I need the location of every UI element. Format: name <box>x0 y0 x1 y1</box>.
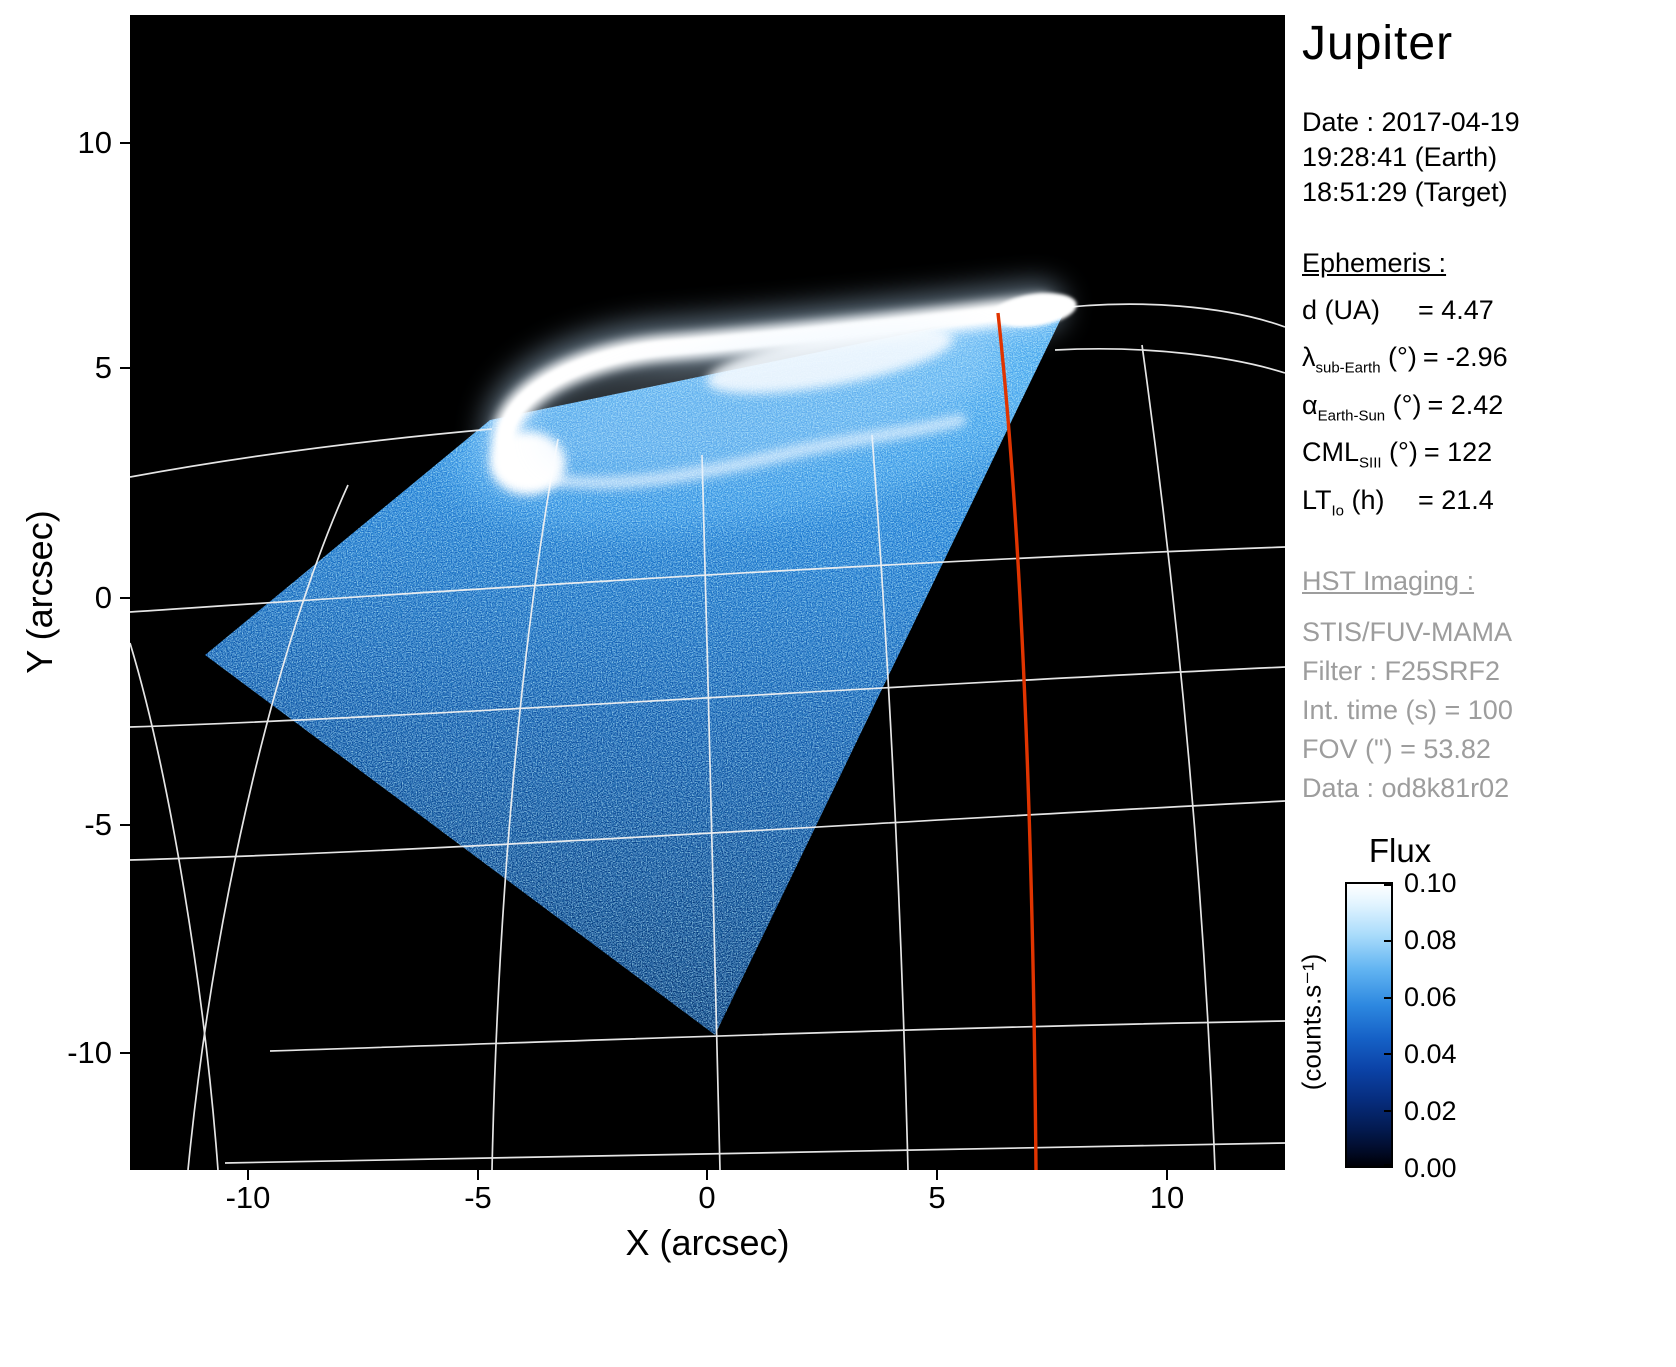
x-axis-label: X (arcsec) <box>625 1222 790 1263</box>
x-axis-tick <box>247 1170 249 1180</box>
colorbar-tick-label: 0.00 <box>1404 1153 1457 1183</box>
y-tick-label: -10 <box>67 1035 112 1070</box>
observation-time-target: 18:51:29 (Target) <box>1302 177 1508 207</box>
ephemeris-block: Ephemeris : d (UA) = 4.47 λsub-Earth (°)… <box>1302 210 1672 519</box>
flux-colorbar-section: Flux (counts.s⁻¹) 0.10 0.08 0.06 0.04 0.… <box>1297 832 1672 1192</box>
y-tick-label: -5 <box>84 807 112 842</box>
y-axis-tick <box>120 824 130 826</box>
sky-image-plot <box>130 15 1285 1170</box>
y-tick-label: 5 <box>94 350 112 385</box>
x-tick-label: 10 <box>1149 1180 1185 1215</box>
colorbar-tick-label: 0.04 <box>1404 1039 1457 1069</box>
ephemeris-row-phase-angle: αEarth-Sun (°) = 2.42 <box>1302 389 1504 425</box>
flux-colorbar <box>1345 882 1393 1168</box>
colorbar-tick <box>1384 1164 1391 1166</box>
y-axis-label: Y (arcsec) <box>19 510 60 674</box>
ephemeris-row-distance: d (UA) = 4.47 <box>1302 295 1494 325</box>
y-axis-tick <box>120 1052 130 1054</box>
hst-data-id: Data : od8k81r02 <box>1302 772 1510 803</box>
planet-graticule <box>130 303 1285 1170</box>
x-tick-label: 0 <box>698 1180 716 1215</box>
x-axis-tick <box>706 1170 708 1180</box>
ephemeris-heading: Ephemeris : <box>1302 248 1447 278</box>
auroral-oval <box>483 283 1077 495</box>
colorbar-units-label: (counts.s⁻¹) <box>1296 953 1327 1091</box>
ephemeris-row-cml: CMLSIII (°) = 122 <box>1302 437 1493 472</box>
x-tick-label: -10 <box>225 1180 271 1215</box>
x-axis-tick <box>477 1170 479 1180</box>
hst-imaging-heading: HST Imaging : <box>1302 565 1475 596</box>
target-title: Jupiter <box>1302 17 1454 70</box>
hst-integration-time: Int. time (s) = 100 <box>1302 694 1513 725</box>
ephemeris-row-io-local-time: LTIo (h) = 21.4 <box>1302 484 1494 519</box>
y-tick-label: 0 <box>94 580 112 615</box>
x-tick-label: -5 <box>464 1180 492 1215</box>
hst-fov: FOV (") = 53.82 <box>1302 733 1491 764</box>
x-axis-tick <box>1166 1170 1168 1180</box>
colorbar-tick <box>1384 1110 1391 1112</box>
y-tick-label: 10 <box>77 125 112 160</box>
colorbar-tick <box>1384 997 1391 999</box>
observation-block: Date : 2017-04-19 19:28:41 (Earth) 18:51… <box>1302 105 1672 210</box>
sky-image-canvas <box>130 15 1285 1170</box>
y-axis-tick <box>120 142 130 144</box>
hst-instrument: STIS/FUV-MAMA <box>1302 616 1513 647</box>
cml-meridian-line <box>996 312 1038 1170</box>
info-panel: Jupiter Date : 2017-04-19 19:28:41 (Eart… <box>1302 16 1672 808</box>
colorbar-tick-label: 0.10 <box>1404 868 1457 898</box>
colorbar-tick <box>1384 940 1391 942</box>
hst-imaging-block: HST Imaging : STIS/FUV-MAMA Filter : F25… <box>1302 532 1672 808</box>
x-tick-label: 5 <box>928 1180 946 1215</box>
ephemeris-row-sub-earth-lat: λsub-Earth (°) = -2.96 <box>1302 342 1508 377</box>
colorbar-tick-label: 0.08 <box>1404 925 1457 955</box>
observation-time-earth: 19:28:41 (Earth) <box>1302 142 1498 172</box>
colorbar-tick-label: 0.06 <box>1404 982 1457 1012</box>
colorbar-title: Flux <box>1368 832 1432 869</box>
colorbar-tick <box>1384 884 1391 886</box>
observation-date: Date : 2017-04-19 <box>1302 107 1520 137</box>
hst-filter: Filter : F25SRF2 <box>1302 655 1501 686</box>
x-axis-tick <box>936 1170 938 1180</box>
y-axis-tick <box>120 367 130 369</box>
colorbar-tick <box>1384 1053 1391 1055</box>
colorbar-tick-label: 0.02 <box>1404 1096 1457 1126</box>
y-axis-tick <box>120 597 130 599</box>
